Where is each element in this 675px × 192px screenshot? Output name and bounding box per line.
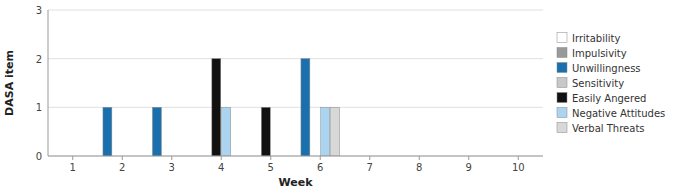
- grid-line: [48, 58, 543, 59]
- x-tick: [72, 156, 73, 160]
- x-tick-label: 1: [70, 162, 76, 173]
- legend-label: Impulsivity: [572, 48, 627, 59]
- x-tick-label: 8: [416, 162, 422, 173]
- x-axis-label: Week: [279, 176, 314, 189]
- y-tick-label: 1: [36, 102, 42, 113]
- x-tick: [122, 156, 123, 160]
- legend-swatch: [557, 93, 567, 103]
- legend-swatch: [557, 33, 567, 43]
- legend-swatch: [557, 63, 567, 73]
- y-tick-label: 0: [36, 151, 42, 162]
- legend-label: Easily Angered: [572, 93, 646, 104]
- legend-swatch: [557, 78, 567, 88]
- grid-line: [48, 156, 543, 157]
- x-tick: [468, 156, 469, 160]
- legend-swatch: [557, 123, 567, 133]
- legend-swatch: [557, 48, 567, 58]
- legend-label: Unwillingness: [572, 63, 641, 74]
- y-axis-line: [48, 10, 49, 156]
- bar: [103, 107, 112, 156]
- legend-label: Sensitivity: [572, 78, 624, 89]
- bar: [321, 107, 330, 156]
- legend-swatch: [557, 108, 567, 118]
- y-grid: [48, 10, 543, 156]
- x-tick: [320, 156, 321, 160]
- legend: Irritability Impulsivity Unwillingness Sens…: [557, 33, 665, 134]
- x-tick-label: 9: [466, 162, 472, 173]
- x-tick: [171, 156, 172, 160]
- x-tick: [419, 156, 420, 160]
- bars: [103, 59, 340, 156]
- chart-container: 0 1 2 3 1 2 3 4 5 6 7 8 9 10 Week DASA item Irritability…: [0, 0, 675, 192]
- x-tick: [221, 156, 222, 160]
- grid-line: [48, 107, 543, 108]
- chart-svg: 0 1 2 3 1 2 3 4 5 6 7 8 9 10 Week DASA item Irritability…: [0, 0, 675, 192]
- bar: [301, 59, 310, 156]
- x-tick-label: 3: [169, 162, 175, 173]
- y-tick-label: 3: [36, 5, 42, 16]
- x-tick-label: 7: [367, 162, 373, 173]
- x-tick-label: 5: [268, 162, 274, 173]
- x-tick-label: 2: [119, 162, 125, 173]
- bar: [222, 107, 231, 156]
- x-tick: [518, 156, 519, 160]
- x-tick: [270, 156, 271, 160]
- legend-label: Irritability: [572, 33, 620, 44]
- bar: [152, 107, 161, 156]
- bar: [331, 107, 340, 156]
- legend-label: Negative Attitudes: [572, 108, 665, 119]
- bar: [261, 107, 270, 156]
- x-tick: [369, 156, 370, 160]
- y-axis-label: DASA item: [3, 50, 16, 116]
- y-tick-label: 2: [36, 54, 42, 65]
- grid-line: [48, 10, 543, 11]
- x-tick-label: 4: [218, 162, 224, 173]
- x-tick-label: 6: [317, 162, 323, 173]
- y-axis: 0 1 2 3: [36, 5, 42, 162]
- x-tick-label: 10: [512, 162, 525, 173]
- legend-label: Verbal Threats: [572, 123, 645, 134]
- x-axis: 1 2 3 4 5 6 7 8 9 10: [70, 156, 525, 173]
- bar: [212, 59, 221, 156]
- x-axis-line: [48, 156, 543, 157]
